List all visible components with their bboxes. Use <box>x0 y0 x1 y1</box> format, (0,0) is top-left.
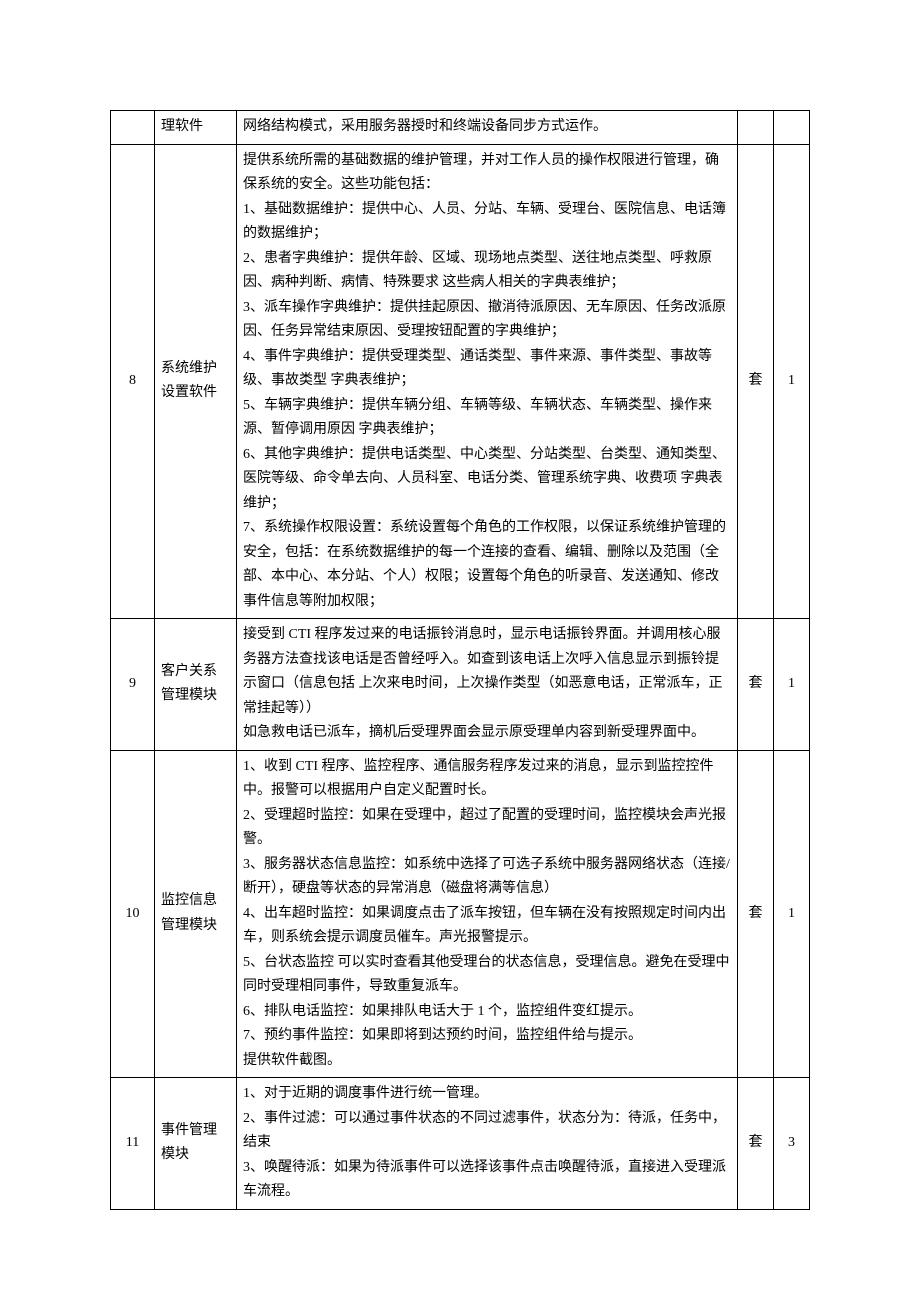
row-index: 10 <box>111 750 155 1078</box>
row-name: 事件管理模块 <box>155 1078 237 1210</box>
row-index: 11 <box>111 1078 155 1210</box>
description-line: 5、车辆字典维护：提供车辆分组、车辆等级、车辆状态、车辆类型、操作来源、暂停调用… <box>243 394 731 443</box>
document-page: 理软件网络结构模式，采用服务器授时和终端设备同步方式运作。8系统维护设置软件提供… <box>0 0 920 1270</box>
row-name: 监控信息管理模块 <box>155 750 237 1078</box>
description-line: 2、患者字典维护：提供年龄、区域、现场地点类型、送往地点类型、呼救原因、病种判断… <box>243 247 731 296</box>
table-row: 9客户关系管理模块接受到 CTI 程序发过来的电话振铃消息时，显示电话振铃界面。… <box>111 619 810 751</box>
description-line: 如急救电话已派车，摘机后受理界面会显示原受理单内容到新受理界面中。 <box>243 721 731 746</box>
row-name: 系统维护设置软件 <box>155 144 237 619</box>
description-line: 3、唤醒待派：如果为待派事件可以选择该事件点击唤醒待派，直接进入受理派车流程。 <box>243 1156 731 1205</box>
description-line: 提供系统所需的基础数据的维护管理，并对工作人员的操作权限进行管理，确保系统的安全… <box>243 149 731 198</box>
description-line: 7、系统操作权限设置：系统设置每个角色的工作权限，以保证系统维护管理的安全，包括… <box>243 516 731 614</box>
row-name: 客户关系管理模块 <box>155 619 237 751</box>
row-index: 9 <box>111 619 155 751</box>
description-line: 2、受理超时监控：如果在受理中，超过了配置的受理时间，监控模块会声光报警。 <box>243 804 731 853</box>
description-line: 6、排队电话监控：如果排队电话大于 1 个，监控组件变红提示。 <box>243 1000 731 1025</box>
row-name: 理软件 <box>155 111 237 145</box>
description-line: 4、出车超时监控：如果调度点击了派车按钮，但车辆在没有按照规定时间内出车，则系统… <box>243 902 731 951</box>
row-unit: 套 <box>738 619 774 751</box>
table-row: 11事件管理模块1、对于近期的调度事件进行统一管理。2、事件过滤：可以通过事件状… <box>111 1078 810 1210</box>
row-index: 8 <box>111 144 155 619</box>
row-unit: 套 <box>738 144 774 619</box>
description-line: 3、服务器状态信息监控：如系统中选择了可选子系统中服务器网络状态（连接/断开），… <box>243 853 731 902</box>
row-description: 1、对于近期的调度事件进行统一管理。2、事件过滤：可以通过事件状态的不同过滤事件… <box>237 1078 738 1210</box>
row-quantity: 3 <box>774 1078 810 1210</box>
description-line: 1、收到 CTI 程序、监控程序、通信服务程序发过来的消息，显示到监控控件中。报… <box>243 755 731 804</box>
row-quantity <box>774 111 810 145</box>
description-line: 1、基础数据维护：提供中心、人员、分站、车辆、受理台、医院信息、电话簿的数据维护… <box>243 198 731 247</box>
row-quantity: 1 <box>774 619 810 751</box>
description-line: 1、对于近期的调度事件进行统一管理。 <box>243 1082 731 1107</box>
row-quantity: 1 <box>774 750 810 1078</box>
description-line: 6、其他字典维护：提供电话类型、中心类型、分站类型、台类型、通知类型、医院等级、… <box>243 443 731 517</box>
description-line: 3、派车操作字典维护：提供挂起原因、撤消待派原因、无车原因、任务改派原因、任务异… <box>243 296 731 345</box>
table-row: 8系统维护设置软件提供系统所需的基础数据的维护管理，并对工作人员的操作权限进行管… <box>111 144 810 619</box>
description-line: 接受到 CTI 程序发过来的电话振铃消息时，显示电话振铃界面。并调用核心服务器方… <box>243 623 731 721</box>
description-line: 网络结构模式，采用服务器授时和终端设备同步方式运作。 <box>243 115 731 140</box>
description-line: 提供软件截图。 <box>243 1049 731 1074</box>
spec-table-body: 理软件网络结构模式，采用服务器授时和终端设备同步方式运作。8系统维护设置软件提供… <box>111 111 810 1210</box>
table-row: 10监控信息管理模块1、收到 CTI 程序、监控程序、通信服务程序发过来的消息，… <box>111 750 810 1078</box>
description-line: 7、预约事件监控：如果即将到达预约时间，监控组件给与提示。 <box>243 1024 731 1049</box>
row-description: 1、收到 CTI 程序、监控程序、通信服务程序发过来的消息，显示到监控控件中。报… <box>237 750 738 1078</box>
row-description: 提供系统所需的基础数据的维护管理，并对工作人员的操作权限进行管理，确保系统的安全… <box>237 144 738 619</box>
row-description: 网络结构模式，采用服务器授时和终端设备同步方式运作。 <box>237 111 738 145</box>
description-line: 4、事件字典维护：提供受理类型、通话类型、事件来源、事件类型、事故等级、事故类型… <box>243 345 731 394</box>
row-unit <box>738 111 774 145</box>
row-description: 接受到 CTI 程序发过来的电话振铃消息时，显示电话振铃界面。并调用核心服务器方… <box>237 619 738 751</box>
description-line: 2、事件过滤：可以通过事件状态的不同过滤事件，状态分为：待派，任务中，结束 <box>243 1107 731 1156</box>
row-unit: 套 <box>738 750 774 1078</box>
row-unit: 套 <box>738 1078 774 1210</box>
row-index <box>111 111 155 145</box>
table-row: 理软件网络结构模式，采用服务器授时和终端设备同步方式运作。 <box>111 111 810 145</box>
description-line: 5、台状态监控 可以实时查看其他受理台的状态信息，受理信息。避免在受理中同时受理… <box>243 951 731 1000</box>
row-quantity: 1 <box>774 144 810 619</box>
spec-table: 理软件网络结构模式，采用服务器授时和终端设备同步方式运作。8系统维护设置软件提供… <box>110 110 810 1210</box>
